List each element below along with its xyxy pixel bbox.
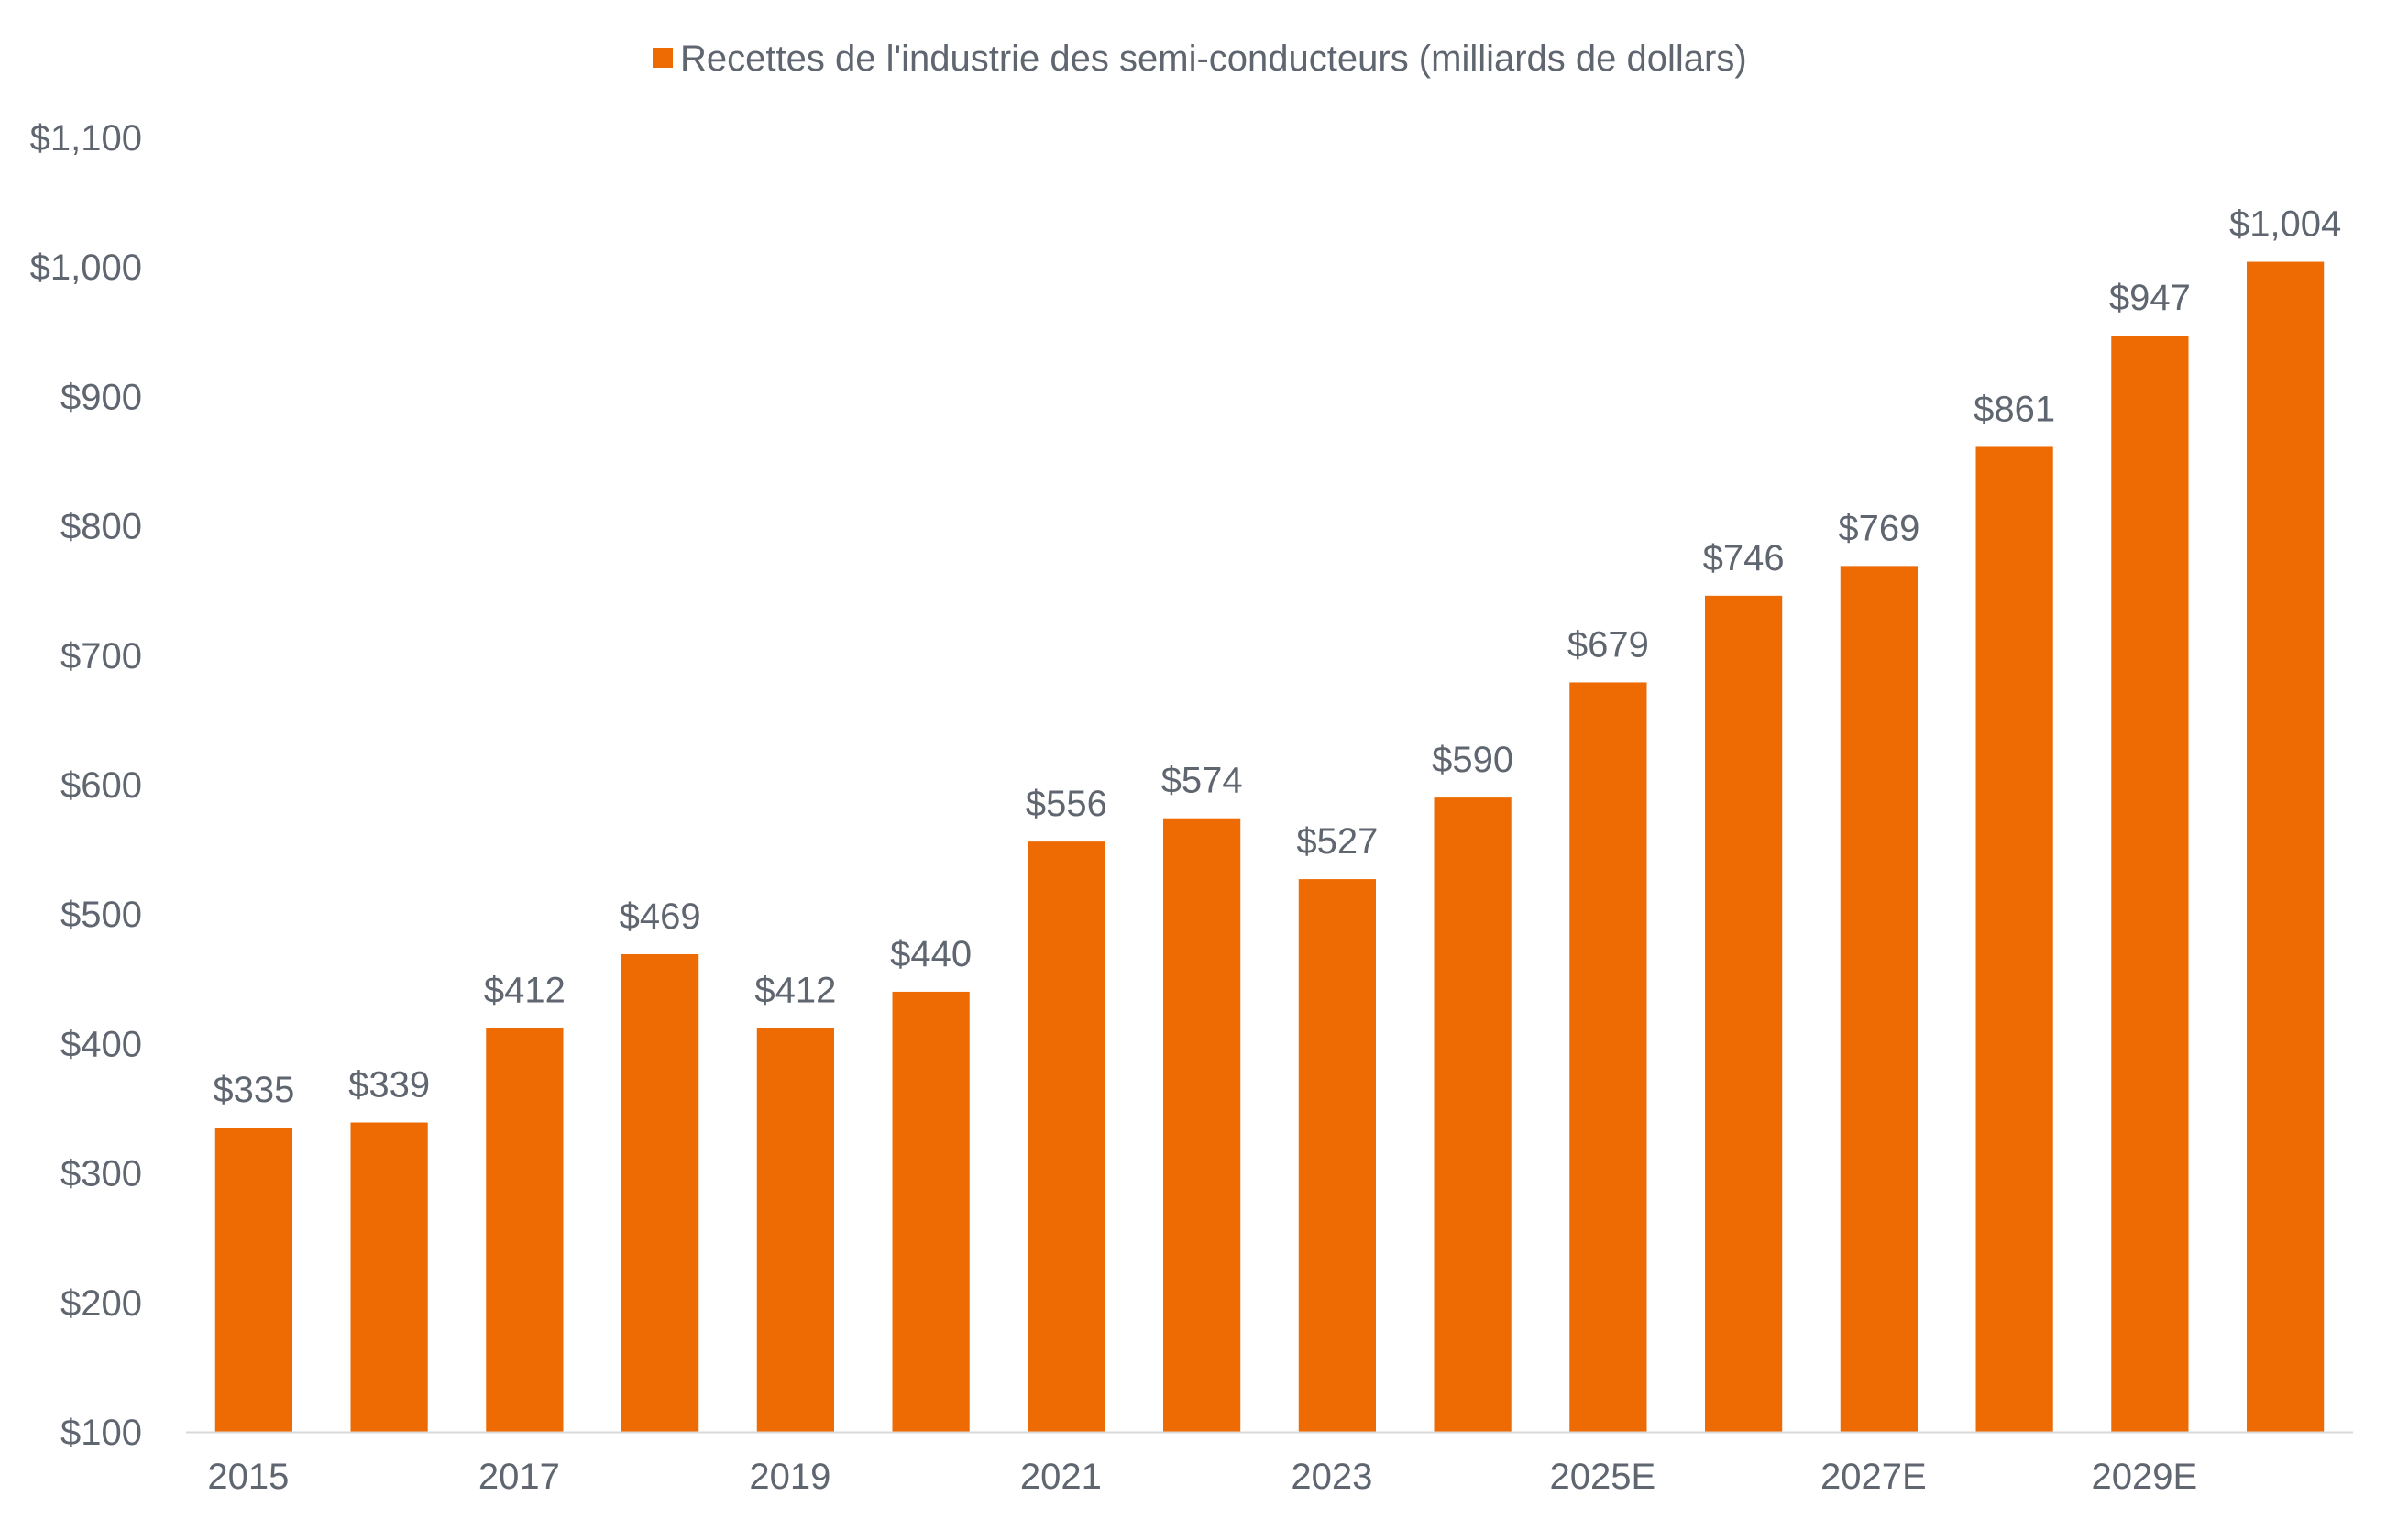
data-label: $769: [1838, 508, 1919, 548]
data-label: $679: [1567, 624, 1649, 665]
y-tick-label: $600: [60, 765, 142, 806]
bar-2029E: [2111, 336, 2189, 1432]
x-tick-label: 2021: [1020, 1457, 1102, 1497]
data-label: $861: [1974, 389, 2055, 429]
data-label: $412: [484, 970, 566, 1010]
bar-2021: [1028, 842, 1105, 1432]
y-axis: $100 $200 $300 $400 $500 $600 $700 $800 $900 $1,0…: [30, 118, 142, 1453]
bar-2018: [621, 953, 699, 1432]
legend-swatch: [653, 48, 673, 68]
data-label: $469: [620, 896, 701, 937]
bar-2023: [1298, 879, 1376, 1432]
x-tick-label: 2027E: [1820, 1457, 1927, 1497]
x-tick-label: 2017: [478, 1457, 560, 1497]
y-tick-label: $300: [60, 1154, 142, 1194]
bar-2019: [756, 1028, 834, 1432]
data-label: $527: [1296, 821, 1378, 862]
bar-2025E: [1569, 682, 1647, 1432]
data-label: $335: [213, 1070, 294, 1110]
bar-2022: [1163, 818, 1241, 1432]
y-tick-label: $1,000: [30, 248, 142, 288]
bar-2024: [1434, 798, 1512, 1432]
data-label: $412: [754, 970, 836, 1010]
data-label: $556: [1026, 784, 1107, 824]
x-tick-label: 2029E: [2092, 1457, 2198, 1497]
y-tick-label: $100: [60, 1413, 142, 1453]
x-axis: 2015 2017 2019 2021 2023 2025E 2027E 2029E: [207, 1457, 2197, 1497]
x-tick-label: 2023: [1291, 1457, 1372, 1497]
bar-2020: [892, 991, 970, 1432]
data-label: $1,004: [2229, 204, 2341, 245]
x-tick-label: 2015: [207, 1457, 289, 1497]
y-tick-label: $900: [60, 377, 142, 417]
data-label: $947: [2109, 278, 2191, 318]
legend-label: Recettes de l'industrie des semi-conduct…: [680, 38, 1747, 79]
y-tick-label: $400: [60, 1024, 142, 1064]
bar-2017: [486, 1028, 564, 1432]
y-tick-label: $1,100: [30, 118, 142, 159]
bar-2016: [350, 1122, 428, 1432]
x-tick-label: 2019: [749, 1457, 830, 1497]
y-tick-label: $500: [60, 895, 142, 935]
x-tick-label: 2025E: [1550, 1457, 1656, 1497]
data-labels: $335 $339 $412 $469 $412 $440 $556 $574 $527 $590…: [213, 204, 2341, 1111]
data-label: $440: [890, 934, 972, 974]
bar-2028E: [1975, 446, 2053, 1432]
bar-2030E: [2247, 261, 2325, 1432]
data-label: $590: [1432, 740, 1513, 780]
bar-2027E: [1840, 566, 1918, 1432]
data-label: $746: [1703, 538, 1785, 578]
legend: Recettes de l'industrie des semi-conduct…: [653, 38, 1747, 79]
y-tick-label: $700: [60, 636, 142, 676]
y-tick-label: $800: [60, 507, 142, 547]
data-label: $339: [348, 1065, 430, 1106]
bar-2015: [214, 1128, 292, 1432]
y-tick-label: $200: [60, 1283, 142, 1324]
data-label: $574: [1161, 761, 1243, 801]
bars: [214, 261, 2325, 1432]
bar-2026E: [1705, 595, 1783, 1432]
